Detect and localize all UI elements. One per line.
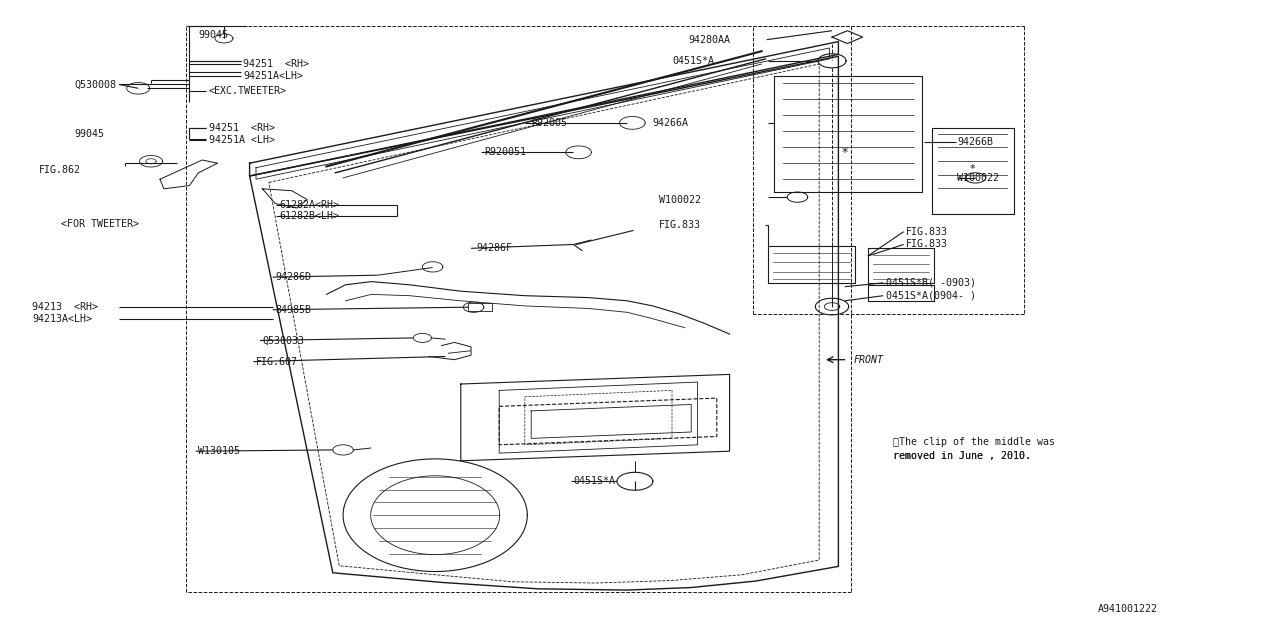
Text: <FOR TWEETER>: <FOR TWEETER>	[61, 219, 140, 229]
Text: 94286F: 94286F	[476, 243, 512, 253]
Text: W130105: W130105	[198, 446, 241, 456]
Text: ※The clip of the middle was: ※The clip of the middle was	[893, 436, 1056, 447]
Text: removed in June , 2010.: removed in June , 2010.	[893, 451, 1032, 461]
Text: 94251A <LH>: 94251A <LH>	[209, 134, 275, 145]
Text: Q530008: Q530008	[74, 79, 116, 90]
Text: FIG.833: FIG.833	[906, 227, 948, 237]
Text: 94213  <RH>: 94213 <RH>	[32, 302, 99, 312]
Text: R92005: R92005	[531, 118, 567, 128]
Text: 94266B: 94266B	[957, 137, 993, 147]
Text: FIG.833: FIG.833	[906, 239, 948, 250]
Text: R920051: R920051	[484, 147, 526, 157]
Text: FIG.607: FIG.607	[256, 356, 298, 367]
Text: 99045: 99045	[74, 129, 104, 140]
Text: Q530033: Q530033	[262, 335, 305, 346]
Text: 61282A<RH>: 61282A<RH>	[279, 200, 339, 210]
Text: 0451S*A: 0451S*A	[672, 56, 714, 66]
Text: 94213A<LH>: 94213A<LH>	[32, 314, 92, 324]
Text: 99045: 99045	[198, 30, 228, 40]
Text: 94251A<LH>: 94251A<LH>	[243, 70, 303, 81]
Text: 94251  <RH>: 94251 <RH>	[209, 123, 275, 133]
Text: 94286D: 94286D	[275, 272, 311, 282]
Text: 94251  <RH>: 94251 <RH>	[243, 59, 310, 69]
Text: 0451S*A(0904- ): 0451S*A(0904- )	[886, 291, 975, 301]
Text: *: *	[842, 146, 847, 159]
Text: FIG.833: FIG.833	[659, 220, 701, 230]
Text: 0451S*A: 0451S*A	[573, 476, 616, 486]
Text: FRONT: FRONT	[854, 355, 883, 365]
Text: A941001222: A941001222	[1098, 604, 1158, 614]
Text: W100022: W100022	[659, 195, 701, 205]
Text: 94266A: 94266A	[653, 118, 689, 128]
Text: removed in June , 2010.: removed in June , 2010.	[893, 451, 1032, 461]
Text: *: *	[970, 164, 975, 174]
Text: 84985B: 84985B	[275, 305, 311, 315]
Text: FIG.862: FIG.862	[38, 164, 81, 175]
Text: 0451S*B( -0903): 0451S*B( -0903)	[886, 278, 975, 288]
Text: <EXC.TWEETER>: <EXC.TWEETER>	[209, 86, 287, 96]
Text: 94280AA: 94280AA	[689, 35, 731, 45]
Text: 61282B<LH>: 61282B<LH>	[279, 211, 339, 221]
Text: W100022: W100022	[957, 173, 1000, 183]
